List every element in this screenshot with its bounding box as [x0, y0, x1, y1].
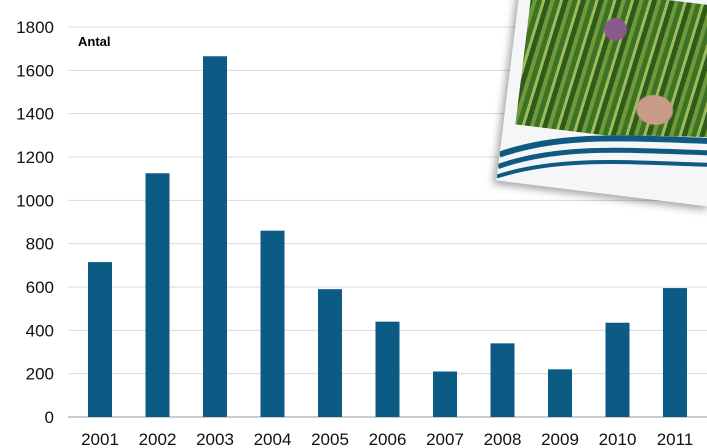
y-axis-title: Antal — [78, 34, 111, 49]
wave-decoration-icon — [496, 135, 707, 207]
bar-2006 — [375, 321, 400, 417]
bar-2001 — [88, 262, 112, 417]
x-tick-label: 2008 — [484, 430, 522, 448]
y-tick-label: 800 — [26, 235, 54, 254]
y-axis-ticks: 0 200 400 600 800 1000 1200 1400 1600 1800 — [16, 18, 54, 427]
photo-card — [496, 0, 707, 207]
x-tick-label: 2006 — [369, 430, 407, 448]
x-tick-label: 2009 — [541, 430, 579, 448]
bar-2007 — [433, 371, 457, 417]
x-tick-label: 2004 — [254, 430, 292, 448]
bar-2011 — [663, 288, 687, 417]
x-tick-label: 2001 — [81, 430, 119, 448]
x-tick-label: 2002 — [139, 430, 177, 448]
bar-2009 — [548, 369, 572, 417]
y-tick-label: 1400 — [16, 105, 54, 124]
y-tick-label: 1200 — [16, 148, 54, 167]
y-tick-label: 600 — [26, 278, 54, 297]
y-tick-label: 200 — [26, 365, 54, 384]
bar-2005 — [318, 289, 342, 417]
y-tick-label: 400 — [26, 321, 54, 340]
y-tick-label: 0 — [45, 408, 54, 427]
bar-2004 — [260, 230, 285, 417]
x-tick-label: 2007 — [426, 430, 464, 448]
x-tick-label: 2011 — [657, 430, 694, 448]
bar-2008 — [490, 343, 515, 417]
x-tick-label: 2005 — [311, 430, 349, 448]
gridlines — [68, 26, 707, 375]
bars — [88, 56, 687, 417]
y-tick-label: 1800 — [16, 18, 54, 37]
x-axis-ticks: 2001 2002 2003 2004 2005 2006 2007 2008 2009 2010… — [81, 430, 693, 448]
y-tick-label: 1000 — [16, 191, 54, 210]
bar-2002 — [145, 173, 170, 417]
x-tick-label: 2003 — [196, 430, 234, 448]
bar-2010 — [605, 322, 630, 417]
bar-2003 — [203, 56, 227, 417]
y-tick-label: 1600 — [16, 61, 54, 80]
x-tick-label: 2010 — [599, 430, 637, 448]
